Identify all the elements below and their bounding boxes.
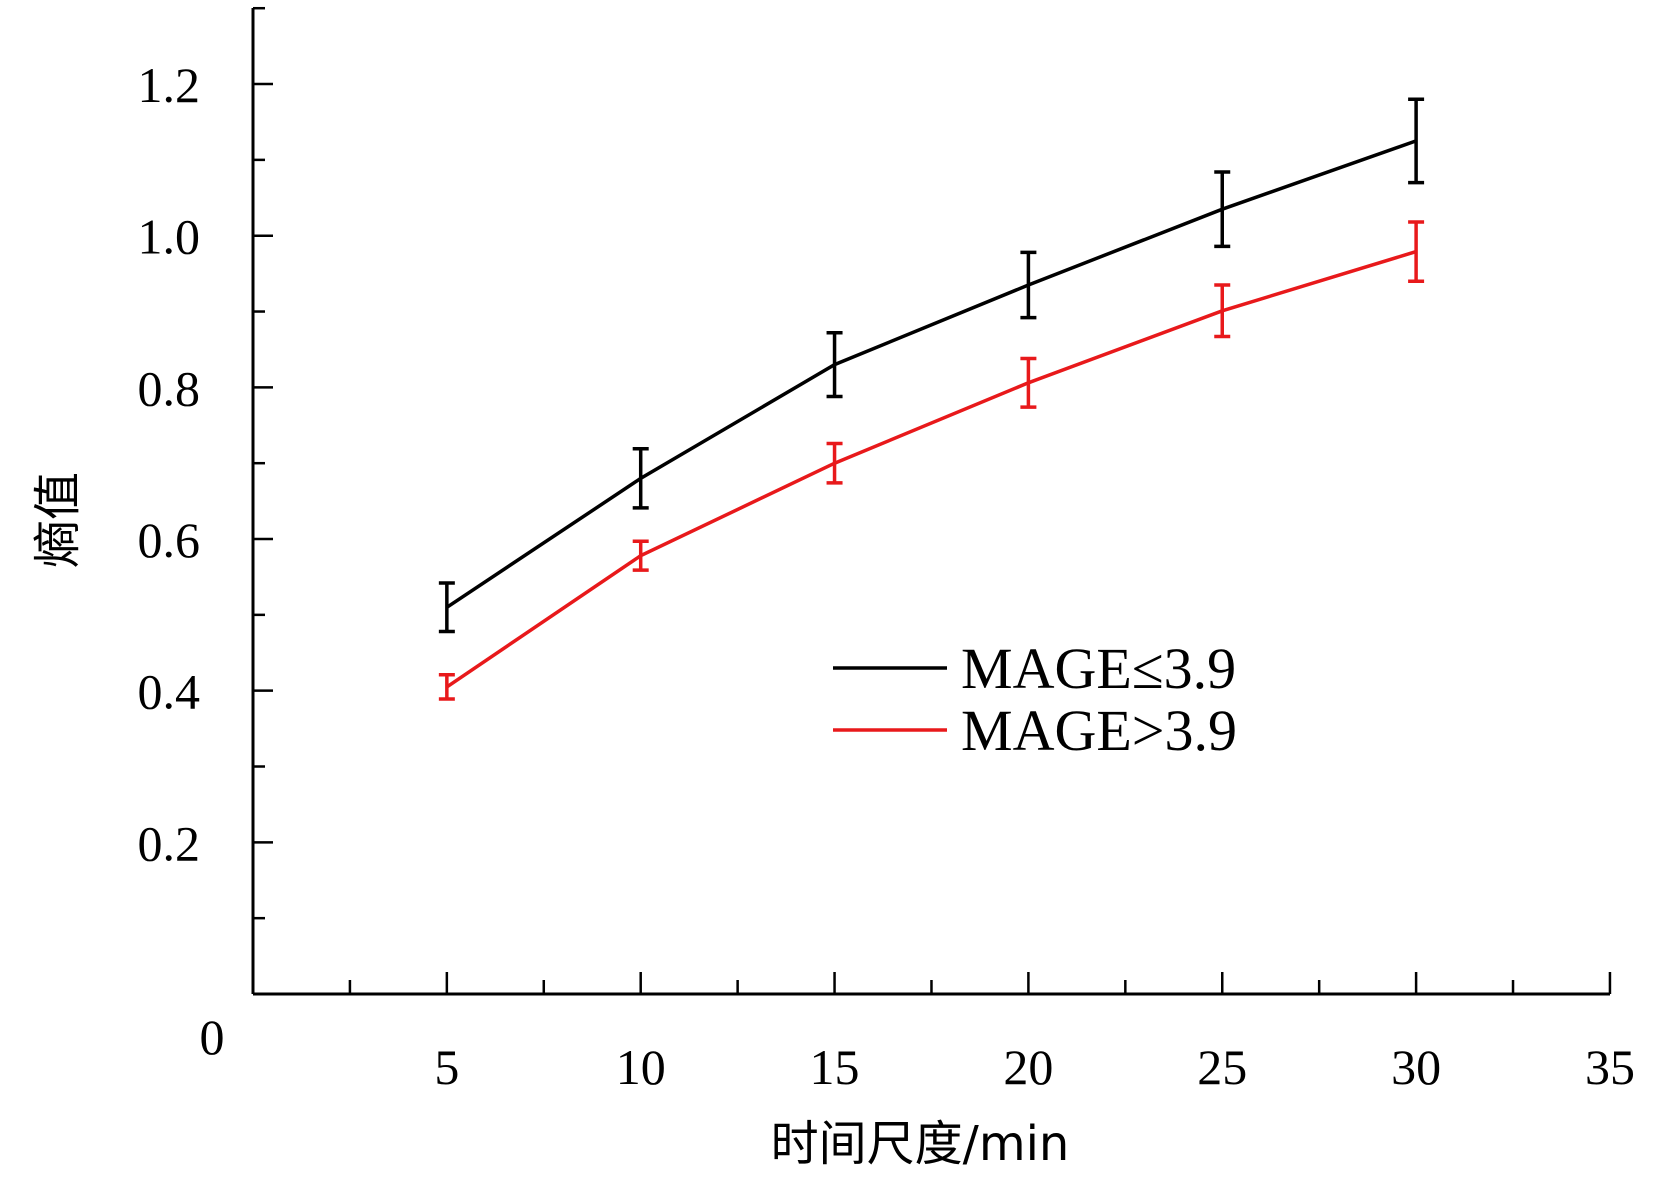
error-bar	[1214, 170, 1231, 249]
x-tick-label: 35	[1585, 1039, 1635, 1095]
error-bar	[632, 447, 649, 510]
origin-label: 0	[200, 1009, 225, 1065]
error-bar	[826, 441, 843, 485]
series-2	[438, 220, 1425, 701]
error-bar	[1020, 356, 1037, 409]
error-bar	[1214, 283, 1231, 339]
x-tick-label: 10	[616, 1039, 666, 1095]
error-bar	[826, 331, 843, 399]
legend-label-1: MAGE≤3.9	[961, 636, 1236, 701]
error-bar	[438, 673, 455, 701]
y-tick-label: 1.2	[138, 57, 201, 113]
series-layer	[438, 97, 1425, 701]
y-axis-title: 熵值	[30, 472, 86, 568]
x-tick-label: 20	[1003, 1039, 1053, 1095]
y-ticks: 0.2 0.4 0.6 0.8 1.0 1.2	[138, 6, 273, 920]
legend-label-2: MAGE>3.9	[961, 698, 1237, 763]
x-tick-label: 15	[810, 1039, 860, 1095]
series-2-line	[445, 249, 1417, 689]
series-1	[438, 97, 1425, 634]
error-bar	[438, 581, 455, 634]
y-tick-label: 0.2	[138, 815, 201, 871]
x-tick-label: 25	[1197, 1039, 1247, 1095]
x-tick-label: 30	[1391, 1039, 1441, 1095]
error-bar	[1020, 250, 1037, 320]
y-tick-label: 0.8	[138, 360, 201, 416]
error-bar	[1408, 97, 1425, 185]
error-bar	[1408, 220, 1425, 283]
axes: 5 10 15 20 25 30 35 0.2 0.4 0.6 0.8 1.0 1.2	[138, 6, 1635, 1095]
x-ticks: 5 10 15 20 25 30 35	[348, 972, 1635, 1095]
y-tick-label: 1.0	[138, 209, 201, 265]
x-tick-label: 5	[434, 1039, 459, 1095]
x-axis-title: 时间尺度/min	[771, 1116, 1070, 1172]
error-bar	[632, 539, 649, 572]
y-tick-label: 0.4	[138, 664, 201, 720]
series-1-line	[445, 139, 1417, 609]
y-tick-label: 0.6	[138, 512, 201, 568]
